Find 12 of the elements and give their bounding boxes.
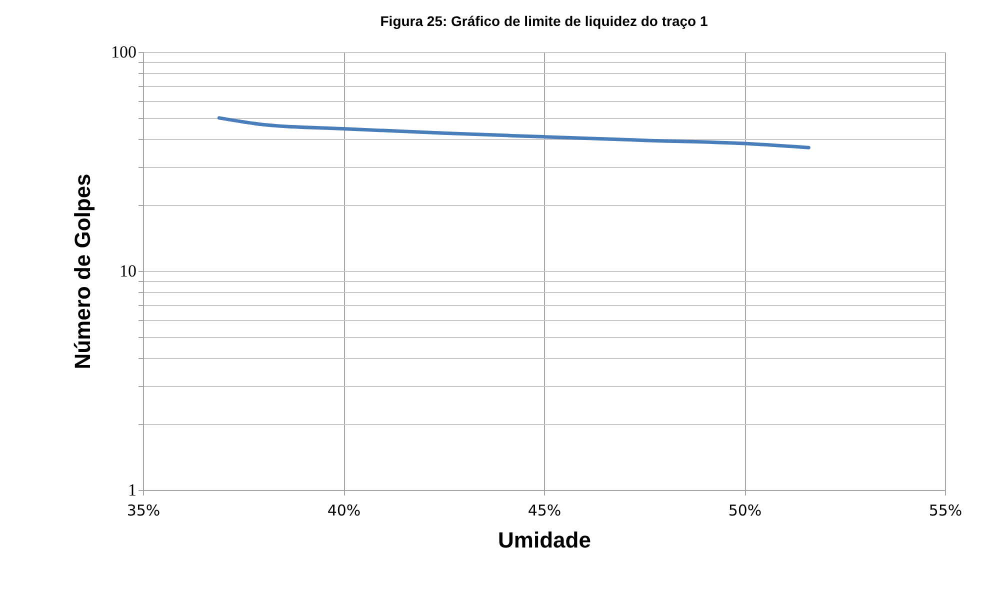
x-tick-label: 45% — [528, 502, 562, 520]
y-axis-title: Número de Golpes — [70, 174, 95, 370]
x-axis-title: Umidade — [498, 528, 591, 552]
y-tick-label: 1 — [128, 480, 136, 500]
x-tick-label: 35% — [126, 502, 160, 520]
x-tick-label: 55% — [928, 502, 962, 520]
line-series — [217, 116, 810, 150]
x-tick-label: 40% — [327, 502, 361, 520]
x-tick-label: 50% — [728, 502, 762, 520]
y-tick-label: 100 — [111, 42, 136, 62]
y-tick-label: 10 — [120, 262, 136, 280]
chart-title: Figura 25: Gráfico de limite de liquidez do traço 1 — [380, 13, 708, 29]
